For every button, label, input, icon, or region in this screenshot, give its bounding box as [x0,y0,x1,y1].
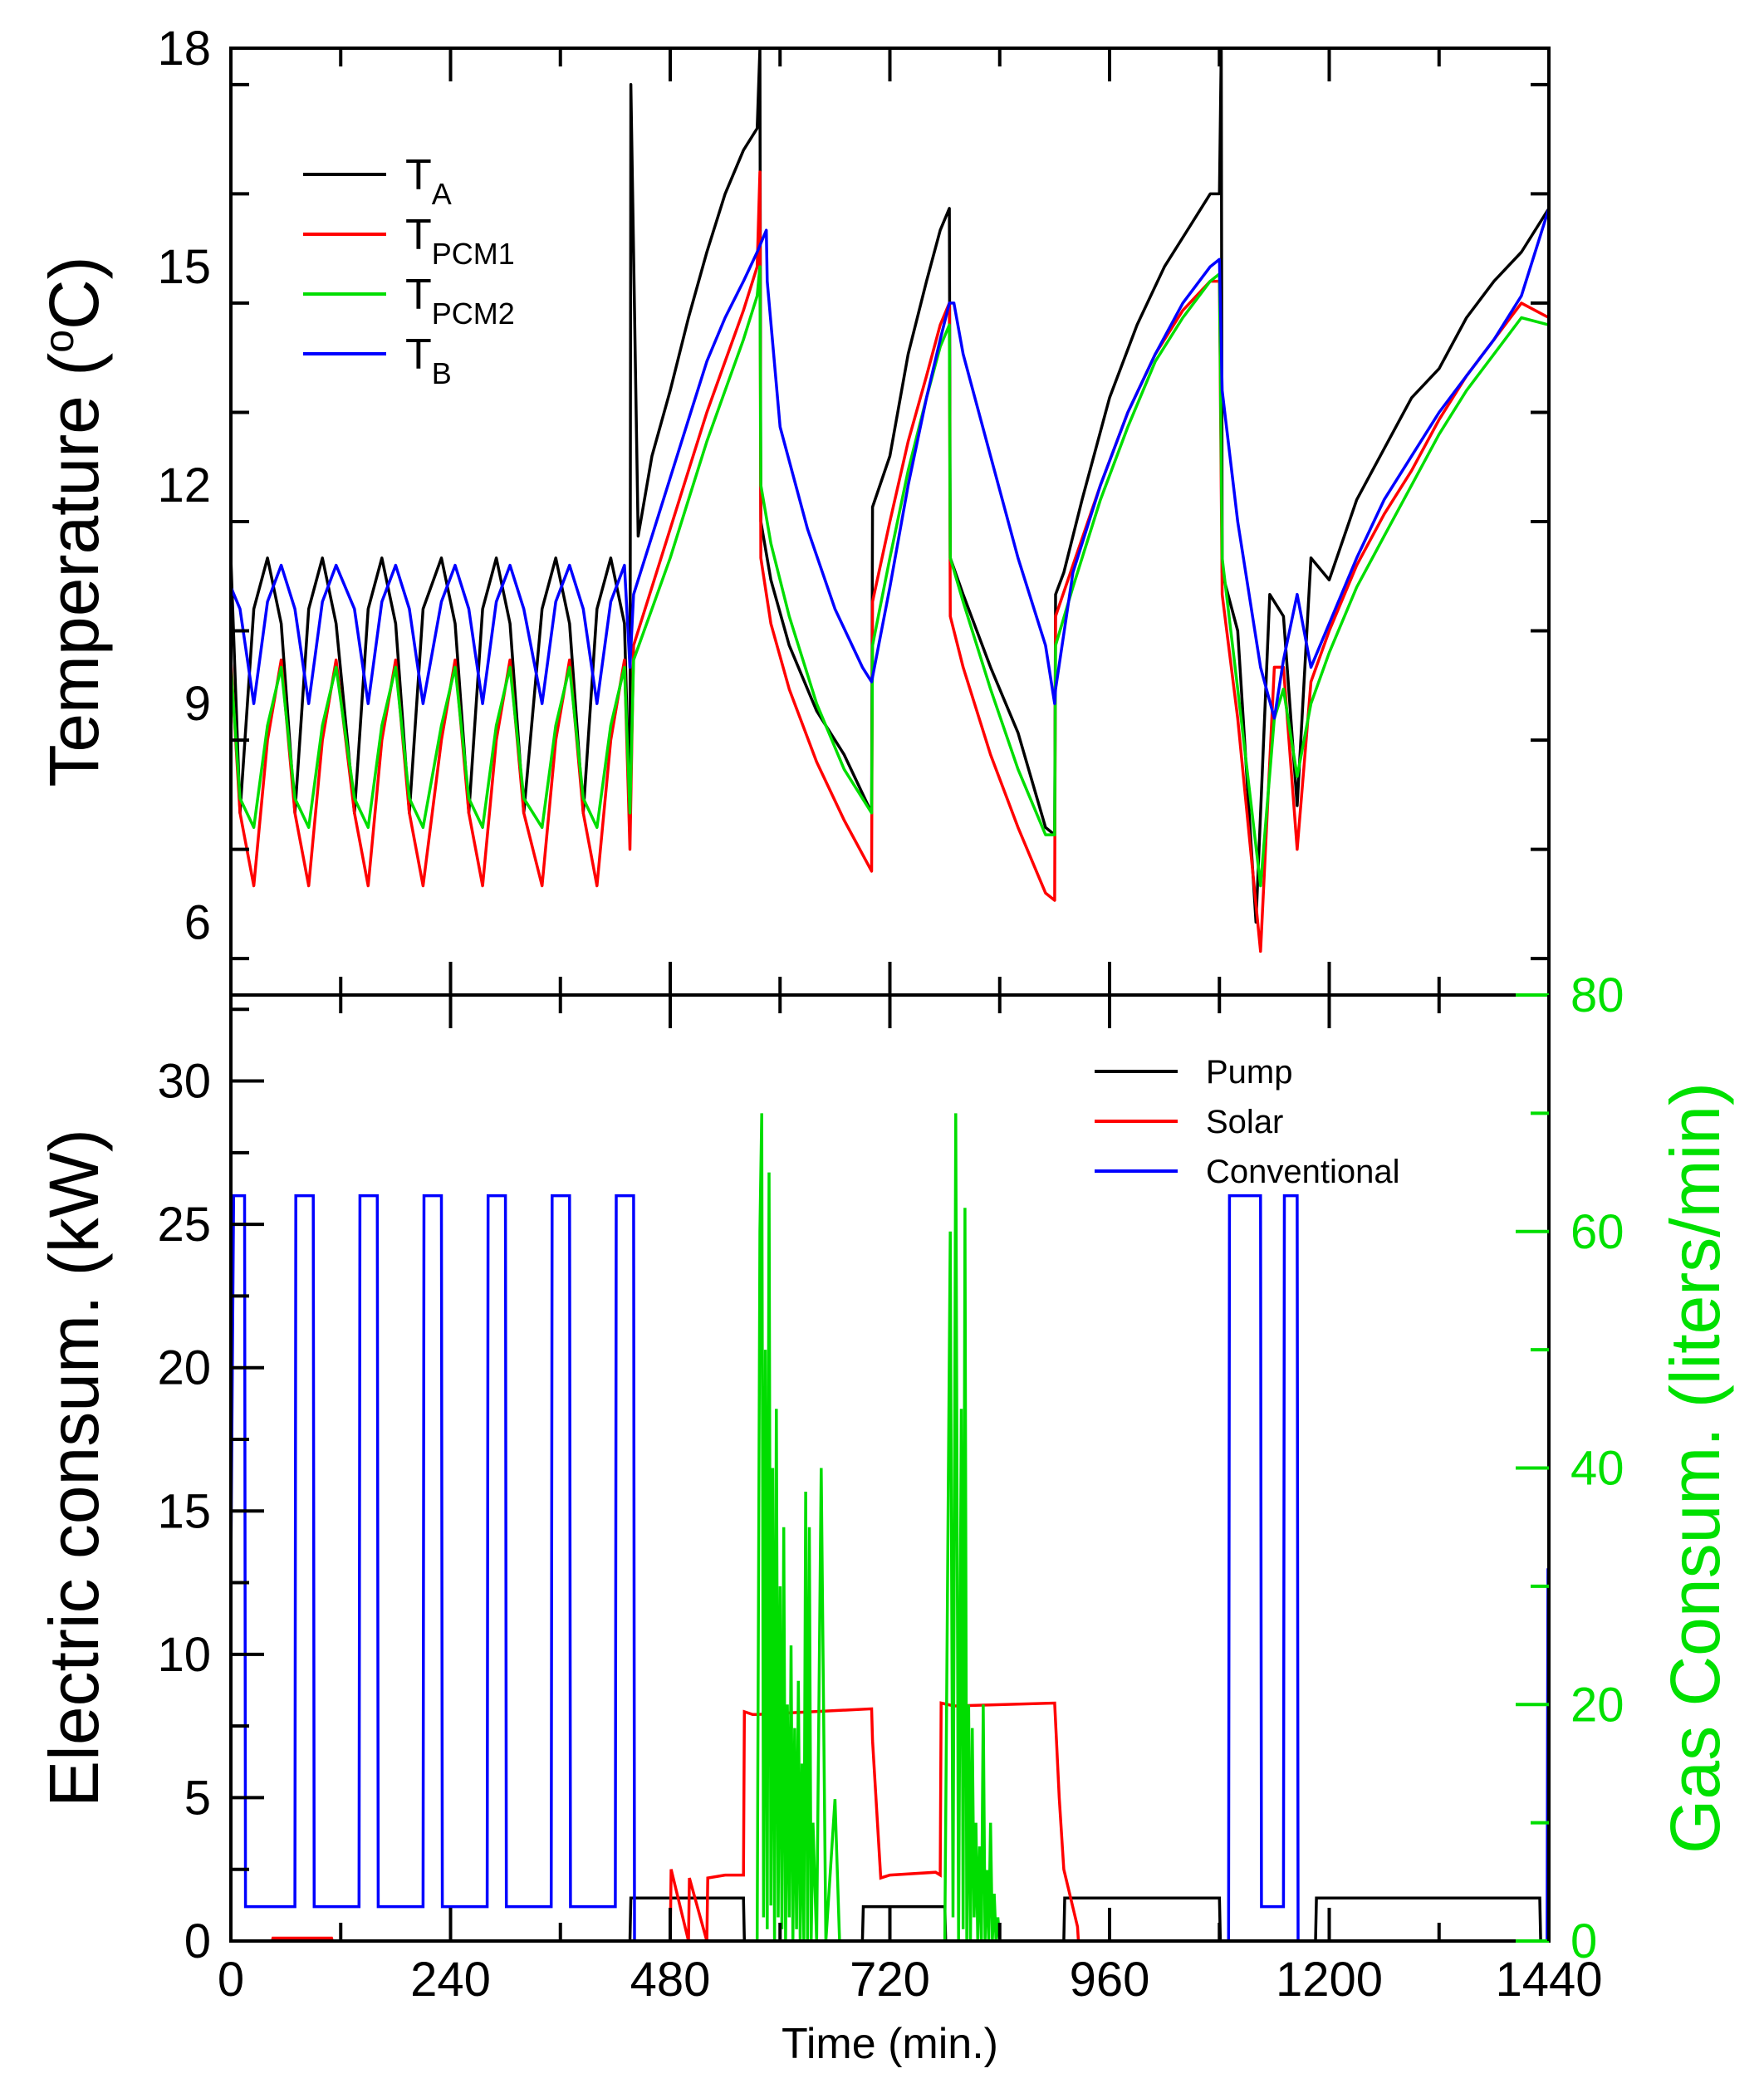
legend-label-main: T [405,271,432,319]
legend-label: TA [405,151,452,211]
y-tick-label: 15 [157,1484,211,1538]
series-line-conventional [229,1194,1551,1943]
legend-label: Conventional [1206,1154,1400,1190]
y-tick-label-right: 80 [1570,968,1624,1022]
y-tick-label-right: 60 [1570,1205,1624,1259]
x-tick-label: 1440 [1495,1953,1602,2007]
consumption-tick-labels: 0 5 10 15 20 25 30 0 20 40 60 80 0 240 480 720 960 1200 14… [157,968,1624,2007]
legend-label-sub: B [432,356,452,390]
x-tick-label: 960 [1070,1953,1150,2007]
x-tick-label: 720 [850,1953,930,2007]
legend-label-sub: PCM2 [432,297,515,331]
legend-label: TB [405,331,452,390]
legend-label: Pump [1206,1054,1293,1091]
legend-label-main: T [405,331,432,379]
y-tick-label-right: 0 [1570,1914,1597,1968]
temperature-axis-title-part2: C) [35,256,113,330]
y-tick-label: 5 [184,1771,211,1825]
y-tick-label: 25 [157,1198,211,1252]
gas-axis-title: Gas Consum. (liters/min) [1656,1082,1734,1854]
legend-label-main: T [405,211,432,259]
y-tick-label: 20 [157,1341,211,1395]
series-line-t-a [229,47,1551,924]
y-tick-label-right: 40 [1570,1442,1624,1496]
y-tick-label: 18 [157,22,211,76]
y-tick-label: 6 [184,895,211,949]
y-tick-label: 9 [184,677,211,731]
series-line-t-b [229,208,1551,720]
x-tick-label: 1200 [1276,1953,1383,2007]
y-tick-label: 0 [184,1914,211,1968]
legend-label-main: T [405,151,432,199]
temperature-series-group [229,47,1551,953]
temperature-axis-title-part1: Temperature ( [35,353,113,787]
series-line-gas [755,1113,1002,1943]
x-tick-label: 0 [218,1953,244,2007]
legend-label: TPCM1 [405,211,515,271]
series-line-t-pcm2 [229,265,1550,888]
legend-label-sub: A [432,177,452,211]
electric-axis-title: Electric consum. (kW) [35,1129,113,1807]
y-tick-label: 15 [157,240,211,294]
temperature-tick-labels: 6 9 12 15 18 [157,22,211,949]
series-line-t-pcm1 [229,170,1550,953]
legend-label-sub: PCM1 [432,237,515,271]
temperature-ticks [229,48,1551,995]
legend-label: Solar [1206,1104,1283,1140]
temperature-axis-title-degree: o [36,330,82,353]
consumption-ticks [229,993,1551,1943]
legend-label: TPCM2 [405,271,515,331]
y-tick-label: 30 [157,1055,211,1109]
y-tick-label: 10 [157,1628,211,1682]
consumption-panel: 0 5 10 15 20 25 30 0 20 40 60 80 0 240 480 720 960 1200 14… [35,968,1734,2068]
temperature-axis-title: Temperature (oC) [35,256,113,787]
y-tick-label-right: 20 [1570,1678,1624,1732]
time-axis-title: Time (min.) [782,2020,998,2068]
x-tick-label: 480 [630,1953,711,2007]
consumption-legend: Pump Solar Conventional [1095,1054,1400,1190]
y-tick-label: 12 [157,458,211,512]
x-tick-label: 240 [410,1953,491,2007]
